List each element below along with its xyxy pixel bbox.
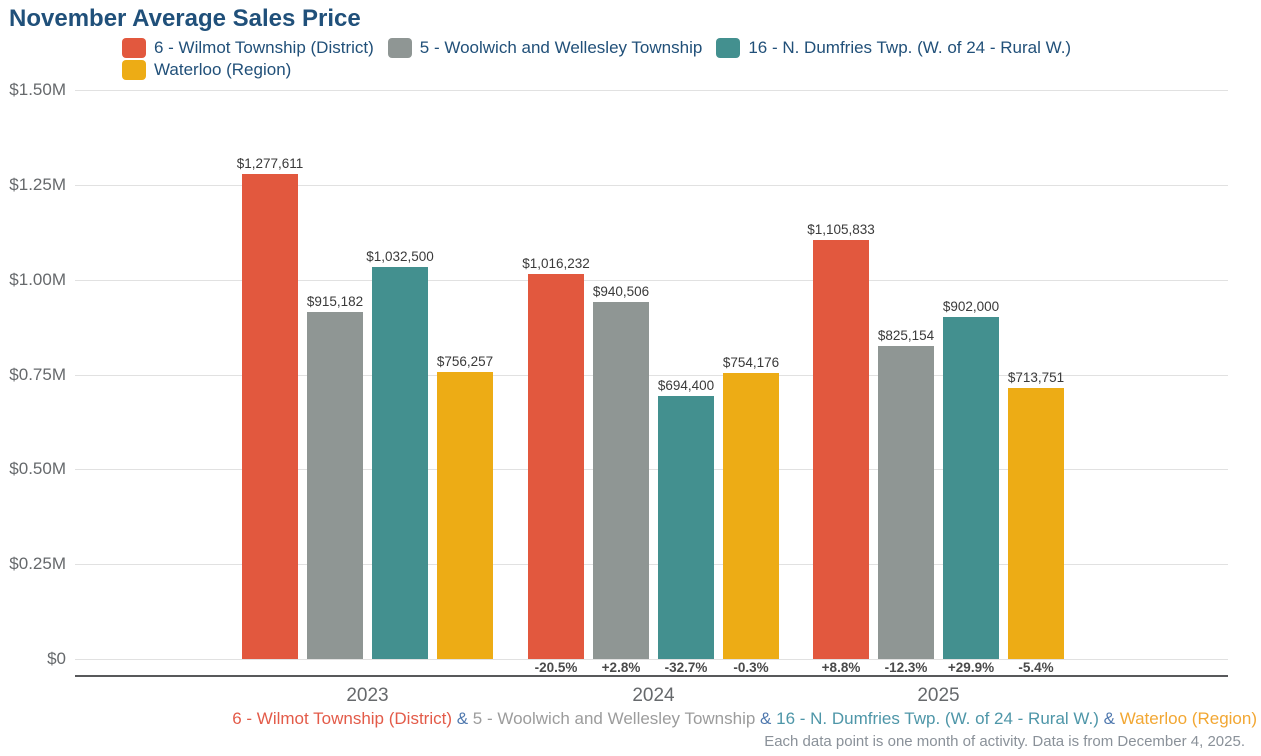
legend-swatch-icon <box>122 60 146 80</box>
legend-label: Waterloo (Region) <box>154 60 292 79</box>
bar-value-label: $940,506 <box>592 284 650 300</box>
gridline-0-25m <box>75 564 1228 566</box>
footer-separator: & <box>755 709 777 728</box>
pct-change-label: -5.4% <box>1018 660 1054 675</box>
x-axis-label-2025: 2025 <box>917 685 960 706</box>
y-tick-label-1-25m: $1.25M <box>9 174 66 194</box>
legend-swatch-icon <box>716 38 741 58</box>
pct-change-label: -12.3% <box>884 660 928 675</box>
bar-2025-6-wilmot-township-district[interactable]: $1,105,833 +8.8% <box>807 222 875 675</box>
bar-2023-waterloo-region[interactable]: $756,257 <box>437 354 493 659</box>
bar-value-label: $756,257 <box>436 354 494 370</box>
footer-series-name-6-wilmot-township-district: 6 - Wilmot Township (District) <box>232 709 452 728</box>
footer-series-name-16-n-dumfries-twp-w-of-24-rural-w: 16 - N. Dumfries Twp. (W. of 24 - Rural … <box>776 709 1099 728</box>
footer-series-line: 6 - Wilmot Township (District) & 5 - Woo… <box>232 709 1257 729</box>
bar-2024-6-wilmot-township-district[interactable]: $1,016,232 -20.5% <box>522 256 590 675</box>
bar-value-label: $1,277,611 <box>236 156 304 172</box>
bar-group-2025: $1,105,833 +8.8% $825,154 -12.3% $902,000 +29… <box>807 222 1064 675</box>
bar-2025-5-woolwich-and-wellesley-township[interactable]: $825,154 -12.3% <box>878 328 934 675</box>
bar-2023-5-woolwich-and-wellesley-township[interactable]: $915,182 <box>307 294 363 659</box>
y-tick-label-0: $0 <box>47 649 66 668</box>
pct-change-label: -32.7% <box>664 660 708 675</box>
footer-separator: & <box>1098 709 1120 728</box>
bar-2025-waterloo-region[interactable]: $713,751 -5.4% <box>1008 370 1064 674</box>
chart-title: November Average Sales Price <box>9 5 361 32</box>
pct-change-label: +29.9% <box>947 660 995 675</box>
legend-item-5-woolwich-and-wellesley-township[interactable]: 5 - Woolwich and Wellesley Township <box>387 37 703 59</box>
y-tick-label-0-25m: $0.25M <box>9 554 66 574</box>
y-tick-label-0-50m: $0.50M <box>9 459 66 479</box>
bar-2023-16-n-dumfries-twp-w-of-24-rural-w[interactable]: $1,032,500 <box>366 249 434 659</box>
y-tick-label-0-75m: $0.75M <box>9 364 66 384</box>
pct-change-label: +2.8% <box>601 660 641 675</box>
bar-value-label: $1,032,500 <box>366 249 434 265</box>
gridline-1-25m <box>75 184 1228 186</box>
bar-2023-6-wilmot-township-district[interactable]: $1,277,611 <box>237 156 303 659</box>
legend-item-6-wilmot-township-district[interactable]: 6 - Wilmot Township (District) <box>122 37 374 59</box>
bar-group-2023: $1,277,611 $915,182 $1,032,500 $756,257 <box>237 156 493 659</box>
legend-item-waterloo-region[interactable]: Waterloo (Region) <box>122 59 291 81</box>
bar-value-label: $915,182 <box>306 293 364 309</box>
gridline-0-75m <box>75 374 1228 376</box>
bar-group-2024: $1,016,232 -20.5% $940,506 +2.8% $694,400 -32… <box>522 256 779 675</box>
bar-value-label: $713,751 <box>1007 370 1065 386</box>
bar-value-label: $754,176 <box>722 354 780 370</box>
gridline-0 <box>75 659 1228 660</box>
y-tick-label-1-00m: $1.00M <box>9 269 66 289</box>
bar-2024-5-woolwich-and-wellesley-township[interactable]: $940,506 +2.8% <box>593 284 649 674</box>
legend-label: 16 - N. Dumfries Twp. (W. of 24 - Rural … <box>748 38 1072 57</box>
pct-change-label: -0.3% <box>733 660 769 675</box>
legend-swatch-icon <box>387 38 412 58</box>
bar-2024-16-n-dumfries-twp-w-of-24-rural-w[interactable]: $694,400 -32.7% <box>658 378 714 675</box>
x-axis-label-2024: 2024 <box>632 685 675 706</box>
legend-label: 5 - Woolwich and Wellesley Township <box>419 38 703 57</box>
bar-value-label: $825,154 <box>877 328 935 343</box>
chart-legend: 6 - Wilmot Township (District) 5 - Woolwi… <box>122 37 1177 81</box>
bar-2024-waterloo-region[interactable]: $754,176 -0.3% <box>723 355 779 675</box>
plot-area: $1,277,611 $915,182 $1,032,500 $756,257 $1,0… <box>75 90 1228 675</box>
footer-series-name-waterloo-region: Waterloo (Region) <box>1119 709 1257 728</box>
legend-swatch-icon <box>122 38 146 58</box>
gridline-1-00m <box>75 279 1228 281</box>
bar-value-label: $902,000 <box>942 298 1000 314</box>
bar-value-label: $694,400 <box>657 377 715 393</box>
x-axis-line <box>75 675 1228 677</box>
footer-series-name-5-woolwich-and-wellesley-township: 5 - Woolwich and Wellesley Township <box>472 709 756 728</box>
pct-change-label: +8.8% <box>821 660 861 675</box>
bar-value-label: $1,016,232 <box>522 255 590 271</box>
y-tick-label-1-50m: $1.50M <box>9 80 66 99</box>
legend-label: 6 - Wilmot Township (District) <box>154 38 374 57</box>
gridline-1-50m <box>75 90 1228 91</box>
bar-2025-16-n-dumfries-twp-w-of-24-rural-w[interactable]: $902,000 +29.9% <box>943 299 999 675</box>
x-axis-label-2023: 2023 <box>346 685 389 706</box>
footer-separator: & <box>452 709 473 728</box>
footer-note: Each data point is one month of activity… <box>764 733 1245 750</box>
bar-value-label: $1,105,833 <box>807 221 875 237</box>
pct-change-label: -20.5% <box>534 660 578 675</box>
gridline-0-50m <box>75 469 1228 471</box>
legend-item-16-n-dumfries-twp-w-of-24-rural-w[interactable]: 16 - N. Dumfries Twp. (W. of 24 - Rural … <box>716 37 1071 59</box>
